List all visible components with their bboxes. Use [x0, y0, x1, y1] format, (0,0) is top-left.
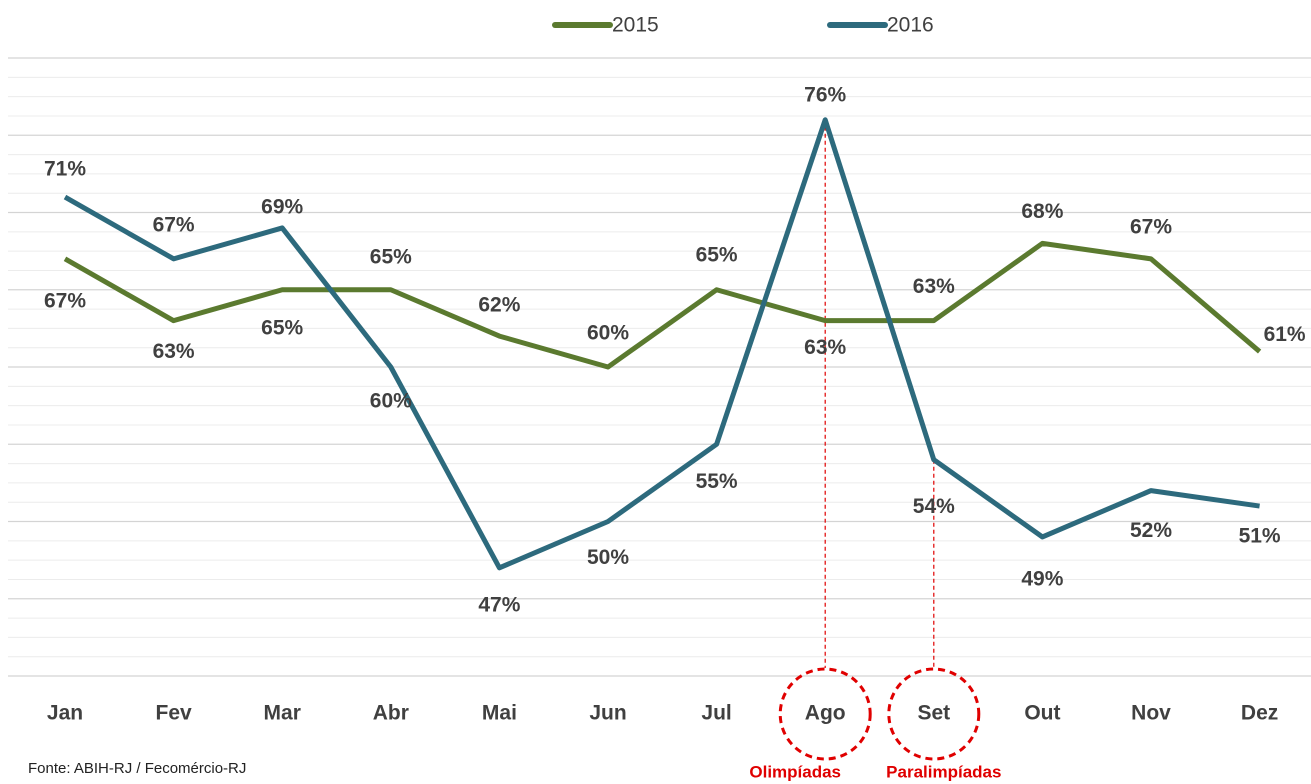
data-label: 63%: [804, 336, 846, 359]
data-label: 68%: [1021, 200, 1063, 223]
data-label: 51%: [1239, 525, 1281, 548]
legend-label: 2016: [887, 14, 934, 37]
x-tick-label: Nov: [1131, 702, 1171, 725]
data-label: 55%: [696, 470, 738, 493]
annotation-text: Olimpíadas: [749, 762, 841, 781]
x-tick-label: Mai: [482, 702, 517, 725]
data-label: 67%: [1130, 215, 1172, 238]
data-label: 47%: [478, 593, 520, 616]
data-label: 67%: [44, 289, 86, 312]
data-label: 67%: [153, 213, 195, 236]
x-tick-label: Mar: [264, 702, 301, 725]
x-tick-label: Set: [917, 702, 950, 725]
data-label: 61%: [1264, 323, 1306, 346]
x-tick-label: Jun: [589, 702, 626, 725]
x-tick-label: Fev: [156, 702, 193, 725]
data-label: 52%: [1130, 519, 1172, 542]
annotation-text: Paralimpíadas: [886, 762, 1001, 781]
data-label: 62%: [478, 294, 520, 317]
series-line: [63, 117, 1260, 571]
x-tick-label: Dez: [1241, 702, 1278, 725]
series-line: [63, 240, 1262, 370]
data-label: 76%: [804, 83, 846, 106]
x-tick-label: Jul: [701, 702, 731, 725]
data-label: 65%: [261, 316, 303, 339]
data-label: 69%: [261, 195, 303, 218]
data-label: 49%: [1021, 567, 1063, 590]
data-label: 63%: [153, 340, 195, 363]
data-label: 65%: [370, 245, 412, 268]
data-label: 54%: [913, 495, 955, 518]
data-label: 60%: [370, 390, 412, 413]
x-tick-label: Out: [1024, 702, 1060, 725]
x-tick-label: Ago: [805, 702, 846, 725]
data-label: 50%: [587, 546, 629, 569]
annotation-circle: [887, 667, 981, 761]
data-label: 65%: [696, 243, 738, 266]
x-tick-label: Abr: [373, 702, 409, 725]
legend-label: 2015: [612, 14, 659, 37]
data-label: 60%: [587, 322, 629, 345]
data-label: 63%: [913, 275, 955, 298]
source: Fonte: ABIH-RJ / Fecomércio-RJ: [28, 760, 246, 777]
x-tick-label: Jan: [47, 702, 83, 725]
data-label: 71%: [44, 158, 86, 181]
annotation-circle: [778, 667, 872, 761]
